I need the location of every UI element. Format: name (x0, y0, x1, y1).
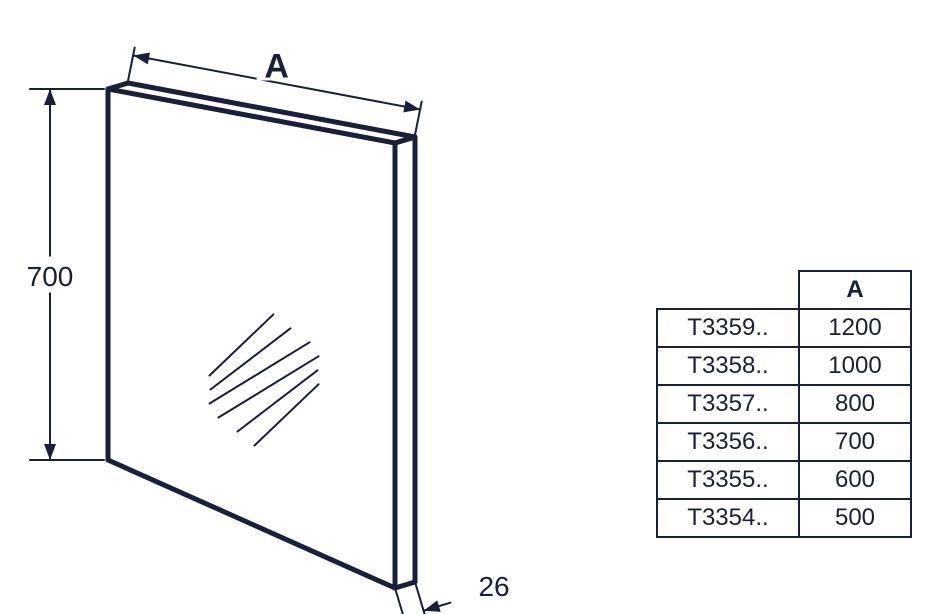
table-row-value: 1000 (799, 347, 911, 385)
table-row-value: 1200 (799, 309, 911, 347)
table-row-value: 800 (799, 385, 911, 423)
svg-text:A: A (264, 47, 289, 85)
table-corner-blank (657, 271, 799, 309)
table-row-code: T3354.. (657, 499, 799, 537)
table-row-code: T3357.. (657, 385, 799, 423)
table-row-value: 500 (799, 499, 911, 537)
table-row-code: T3358.. (657, 347, 799, 385)
table-row-code: T3355.. (657, 461, 799, 499)
svg-text:26: 26 (478, 571, 509, 602)
table-row-code: T3359.. (657, 309, 799, 347)
table-row-code: T3356.. (657, 423, 799, 461)
table-header-a: A (799, 271, 911, 309)
table-row-value: 600 (799, 461, 911, 499)
table-row-value: 700 (799, 423, 911, 461)
dimension-table: A T3359..1200T3358..1000T3357..800T3356.… (656, 270, 912, 538)
svg-text:700: 700 (27, 261, 74, 292)
